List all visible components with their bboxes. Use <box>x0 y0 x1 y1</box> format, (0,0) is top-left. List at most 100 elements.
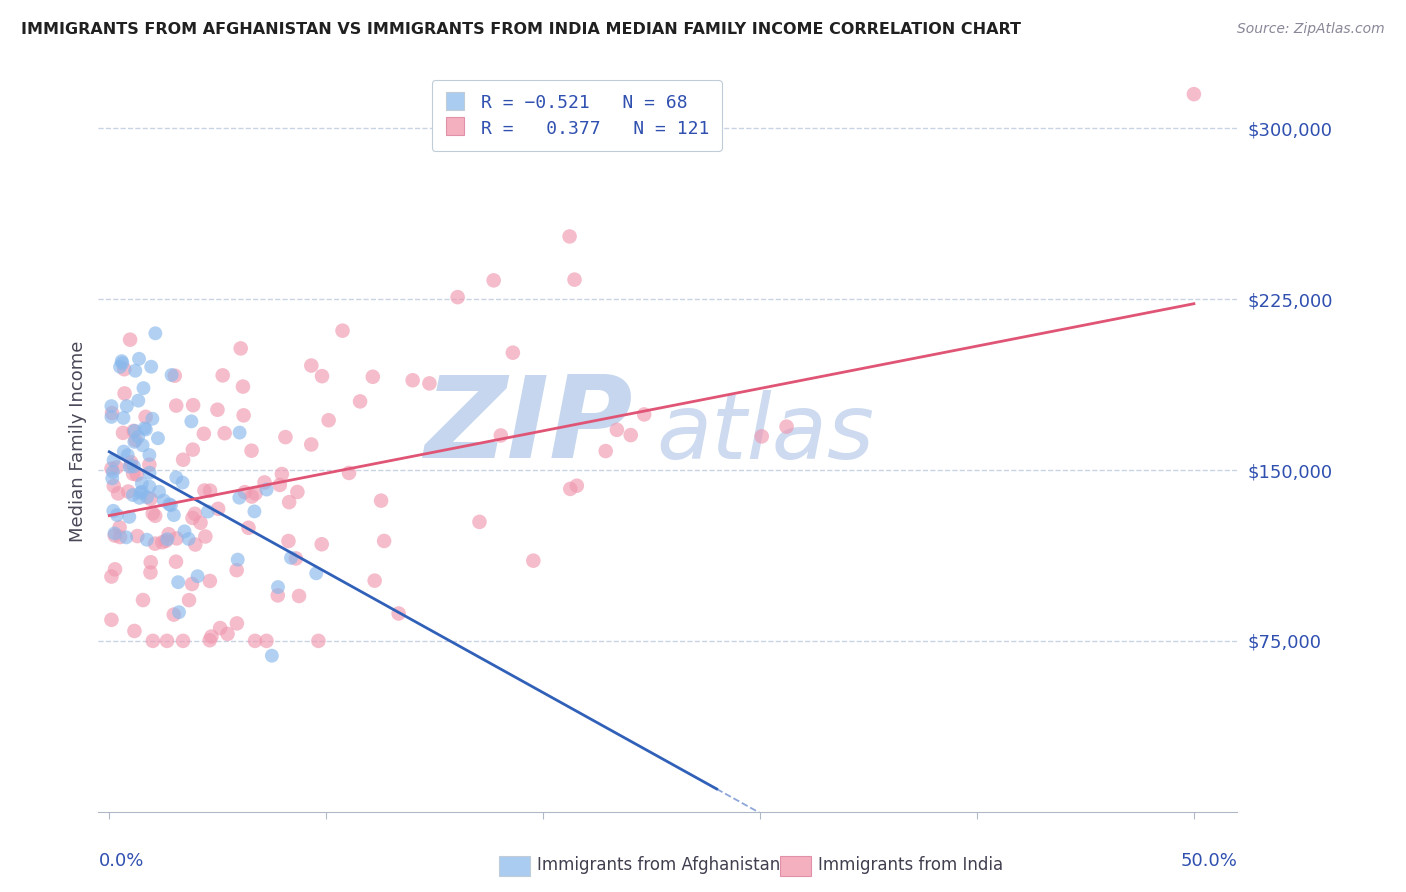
Point <box>270 467 292 481</box>
Point <box>125 467 148 482</box>
Point <box>160 498 183 512</box>
Point <box>114 386 136 401</box>
Point <box>131 476 153 491</box>
Point <box>560 482 582 496</box>
Point <box>101 471 124 485</box>
Point <box>111 425 134 440</box>
Text: atlas: atlas <box>657 390 875 478</box>
Point <box>134 421 156 435</box>
Point <box>200 630 222 644</box>
Point <box>105 460 128 475</box>
Point <box>104 562 127 576</box>
Point <box>318 413 340 427</box>
Point <box>388 607 411 621</box>
Y-axis label: Median Family Income: Median Family Income <box>69 341 87 542</box>
Point <box>142 633 165 648</box>
Point <box>127 430 149 444</box>
Point <box>363 574 385 588</box>
Point <box>256 483 278 497</box>
Point <box>361 369 384 384</box>
Point <box>198 633 221 648</box>
Point <box>138 466 160 480</box>
Point <box>100 461 122 475</box>
Point <box>287 485 309 500</box>
Point <box>194 529 217 543</box>
Point <box>135 409 157 424</box>
Point <box>120 455 142 469</box>
Point <box>207 402 229 417</box>
Point <box>349 394 371 409</box>
Point <box>198 483 221 498</box>
Point <box>229 342 252 356</box>
Point <box>193 426 215 441</box>
Point <box>311 537 333 551</box>
Point <box>198 574 221 588</box>
Point <box>150 535 173 549</box>
Point <box>100 569 122 583</box>
Point <box>190 516 212 530</box>
Point <box>138 480 160 494</box>
Point <box>124 424 146 438</box>
Point <box>228 425 250 440</box>
Point <box>277 534 299 549</box>
Point <box>181 577 204 591</box>
Point <box>184 507 207 521</box>
Point <box>181 398 204 412</box>
Text: Immigrants from Afghanistan: Immigrants from Afghanistan <box>537 856 780 874</box>
Text: ZIP: ZIP <box>425 371 634 483</box>
Point <box>217 627 239 641</box>
Point <box>138 448 160 462</box>
Point <box>112 444 135 458</box>
Point <box>502 345 524 359</box>
Point <box>103 504 125 518</box>
Point <box>100 409 122 424</box>
Point <box>299 437 322 451</box>
Point <box>243 504 266 518</box>
Point <box>172 633 194 648</box>
Point <box>288 589 311 603</box>
Point <box>127 393 149 408</box>
Point <box>209 621 232 635</box>
Point <box>115 399 138 413</box>
Point <box>207 501 229 516</box>
Point <box>245 486 267 500</box>
Text: IMMIGRANTS FROM AFGHANISTAN VS IMMIGRANTS FROM INDIA MEDIAN FAMILY INCOME CORREL: IMMIGRANTS FROM AFGHANISTAN VS IMMIGRANT… <box>21 22 1021 37</box>
Point <box>211 368 233 383</box>
Point <box>128 491 150 505</box>
Point <box>775 419 797 434</box>
Point <box>468 515 491 529</box>
Point <box>373 533 395 548</box>
Point <box>284 551 307 566</box>
Point <box>558 229 581 244</box>
Point <box>167 605 190 619</box>
Point <box>111 356 134 370</box>
Point <box>402 373 425 387</box>
Point <box>606 423 628 437</box>
Point <box>148 484 170 499</box>
Point <box>232 409 254 423</box>
Point <box>177 532 200 546</box>
Point <box>633 408 655 422</box>
Point <box>172 475 194 490</box>
Point <box>131 438 153 452</box>
Point <box>105 508 128 522</box>
Point <box>145 326 167 341</box>
Point <box>111 354 134 368</box>
Point <box>124 433 146 447</box>
Point <box>197 504 219 518</box>
Point <box>128 351 150 366</box>
Point <box>117 448 139 462</box>
Point <box>226 552 249 566</box>
Point <box>267 580 290 594</box>
Point <box>299 359 322 373</box>
Point <box>153 493 176 508</box>
Point <box>163 607 186 622</box>
Point <box>565 479 588 493</box>
Point <box>138 458 160 472</box>
Point <box>100 613 122 627</box>
Point <box>156 533 179 547</box>
Point <box>332 324 354 338</box>
Point <box>120 458 142 473</box>
Point <box>256 633 278 648</box>
Point <box>166 532 188 546</box>
